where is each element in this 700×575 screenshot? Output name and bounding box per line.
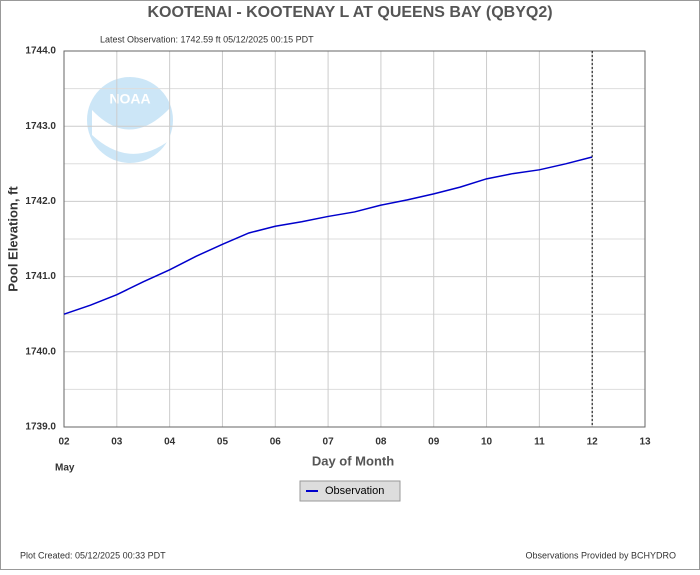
- y-tick-label: 1743.0: [25, 121, 56, 132]
- footer-left: Plot Created: 05/12/2025 00:33 PDT: [20, 550, 166, 560]
- x-tick-label: 09: [428, 437, 440, 448]
- legend: [299, 480, 401, 502]
- series-line: [63, 156, 593, 315]
- y-tick-label: 1739.0: [25, 422, 56, 433]
- y-tick-label: 1744.0: [25, 46, 56, 57]
- x-tick-label: 10: [481, 437, 493, 448]
- plot-area: [63, 50, 646, 428]
- chart-title: KOOTENAI - KOOTENAY L AT QUEENS BAY (QBY…: [147, 4, 552, 21]
- y-tick-label: 1741.0: [25, 271, 56, 282]
- x-axis-label: Day of Month: [312, 453, 394, 468]
- legend-label: Observation: [325, 485, 384, 497]
- x-tick-label: 13: [639, 437, 651, 448]
- logo: NOAA: [87, 77, 173, 163]
- x-tick-label: 08: [375, 437, 387, 448]
- x-tick-label: 07: [323, 437, 335, 448]
- y-tick-label: 1740.0: [25, 346, 56, 357]
- x-tick-label: 04: [164, 437, 176, 448]
- subtitle: Latest Observation: 1742.59 ft 05/12/202…: [100, 34, 314, 44]
- x-tick-label: 06: [270, 437, 282, 448]
- x-tick-label: 03: [111, 437, 123, 448]
- y-axis-label: Pool Elevation, ft: [5, 186, 20, 292]
- y-tick-label: 1742.0: [25, 196, 56, 207]
- x-tick-label: 02: [58, 437, 70, 448]
- x-sublabel: May: [55, 463, 75, 474]
- x-tick-label: 11: [534, 437, 545, 448]
- x-tick-label: 05: [217, 437, 229, 448]
- svg-text:NOAA: NOAA: [109, 91, 150, 107]
- x-tick-label: 12: [587, 437, 599, 448]
- footer-right: Observations Provided by BCHYDRO: [525, 550, 676, 560]
